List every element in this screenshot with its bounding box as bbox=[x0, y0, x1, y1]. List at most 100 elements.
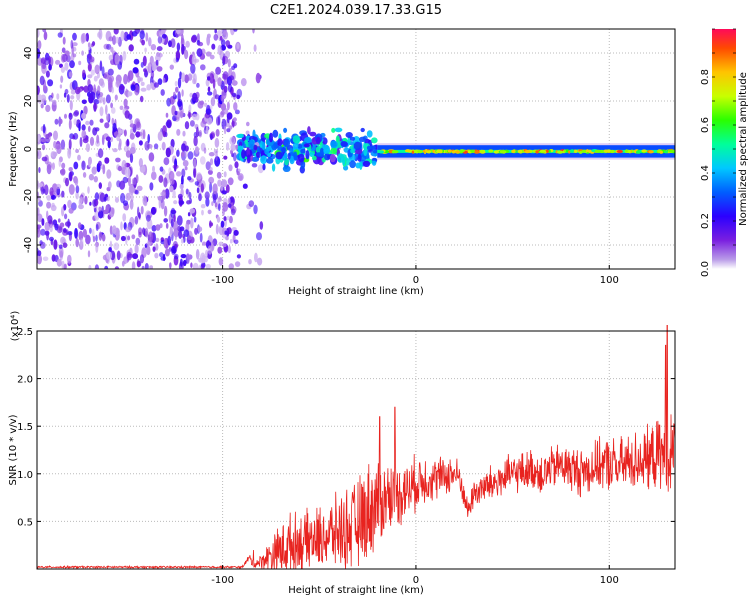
spectrogram-cell bbox=[340, 141, 348, 147]
spectrogram-cell bbox=[111, 117, 115, 126]
spectrogram-cell bbox=[252, 29, 255, 34]
spectrogram-cell bbox=[182, 46, 186, 51]
spectrogram-cell bbox=[163, 177, 168, 188]
spectrogram-cell bbox=[349, 160, 356, 169]
spectrogram-cell bbox=[142, 195, 147, 206]
spectrogram-cell bbox=[182, 130, 186, 137]
spectrogram-cell bbox=[67, 148, 72, 159]
spectrogram-cell bbox=[67, 231, 73, 236]
spectrogram-cell bbox=[48, 64, 52, 71]
snr-x-tick-label: 0 bbox=[413, 575, 419, 586]
spectrogram-cell bbox=[445, 149, 448, 153]
spectrogram-cell bbox=[488, 149, 494, 153]
spectrogram-panel: -100 0 100 -40 -20 0 20 40 Height of straight l… bbox=[8, 28, 676, 297]
spectrogram-cell bbox=[170, 38, 176, 48]
spectrogram-cell bbox=[176, 149, 180, 157]
spectrogram-image bbox=[37, 29, 675, 269]
spectrogram-cell bbox=[648, 150, 654, 154]
spectrogram-cell bbox=[173, 200, 178, 205]
spectrogram-cell bbox=[215, 66, 222, 75]
spectrogram-cell bbox=[282, 165, 291, 172]
spectrogram-cell bbox=[107, 68, 114, 76]
spectrogram-cell bbox=[283, 138, 291, 148]
spectrogram-cell bbox=[181, 72, 186, 83]
spectrogram-cell bbox=[74, 86, 81, 95]
spectrogram-cell bbox=[223, 216, 227, 222]
spectrogram-cell bbox=[37, 85, 40, 95]
spectrogram-cell bbox=[97, 85, 101, 94]
spectrogram-cell bbox=[309, 151, 315, 157]
spectrogram-cell bbox=[292, 142, 299, 149]
spectrogram-cell bbox=[49, 187, 54, 197]
spectrogram-cell bbox=[156, 46, 163, 52]
spectrogram-cell bbox=[227, 177, 234, 186]
spectrogram-cell bbox=[98, 182, 103, 190]
snr-series-line bbox=[37, 325, 675, 569]
spectrogram-cell bbox=[253, 204, 258, 215]
spectrogram-cell bbox=[134, 118, 141, 127]
spectrogram-cell bbox=[170, 218, 174, 228]
spectrogram-cell bbox=[229, 238, 233, 244]
spectrogram-cell bbox=[127, 235, 131, 241]
spectrogram-cell bbox=[227, 58, 231, 68]
spectrogram-cell bbox=[82, 69, 86, 78]
spectrogram-cell bbox=[102, 164, 106, 175]
spectrogram-cell bbox=[266, 146, 271, 152]
spectrogram-cell bbox=[155, 224, 161, 231]
spectrogram-cell bbox=[218, 195, 222, 200]
spectrogram-cell bbox=[129, 199, 134, 210]
snr-y-multiplier-label: (x10⁴) bbox=[10, 311, 21, 342]
spectrogram-cell bbox=[122, 50, 127, 61]
spectrogram-cell bbox=[119, 180, 126, 190]
spectrogram-cell bbox=[203, 147, 207, 154]
spectrogram-cell bbox=[123, 73, 128, 85]
spectrogram-cell bbox=[163, 157, 170, 166]
spectrogram-cell bbox=[303, 143, 310, 148]
spectrogram-cell bbox=[158, 175, 164, 183]
spectrogram-cell bbox=[546, 149, 549, 153]
spectrogram-cell bbox=[106, 43, 112, 50]
spectrogram-cell bbox=[144, 140, 150, 151]
spectrogram-cell bbox=[59, 118, 63, 124]
spectrogram-cell bbox=[256, 232, 262, 241]
spectrogram-cell bbox=[179, 184, 184, 190]
spectrogram-cell bbox=[135, 237, 141, 246]
spectrogram-cell bbox=[237, 173, 244, 182]
spectrogram-cell bbox=[659, 150, 663, 154]
spectrogram-cell bbox=[153, 143, 159, 150]
spectrogram-cell bbox=[194, 181, 200, 186]
spectrogram-cell bbox=[62, 53, 68, 63]
spectrogram-cell bbox=[92, 235, 96, 243]
spectrogram-cell bbox=[145, 214, 151, 222]
spectrogram-cell bbox=[289, 156, 295, 165]
spectrogram-cell bbox=[223, 85, 228, 93]
spectrogram-cell bbox=[150, 44, 157, 51]
spectrogram-cell bbox=[287, 152, 291, 160]
spectrogram-cell bbox=[225, 40, 231, 48]
spectrogram-cell bbox=[172, 220, 178, 231]
spectrogram-cell bbox=[129, 123, 135, 128]
spectrogram-cell bbox=[438, 150, 443, 154]
spectrogram-cell bbox=[200, 204, 206, 209]
spectrogram-cell bbox=[75, 238, 79, 248]
spectrogram-cell bbox=[248, 259, 252, 265]
spectrogram-cell bbox=[362, 160, 371, 167]
spectrogram-cell bbox=[194, 146, 200, 155]
spectrogram-cell bbox=[125, 88, 128, 98]
spectrogram-cell bbox=[198, 129, 203, 138]
spectrogram-cell bbox=[165, 147, 171, 158]
spectrogram-cell bbox=[74, 227, 78, 239]
spectrogram-cell bbox=[60, 66, 65, 73]
spectrogram-cell bbox=[91, 41, 96, 47]
spectrogram-cell bbox=[83, 105, 88, 115]
spectrogram-cell bbox=[169, 185, 174, 193]
spectrogram-cell bbox=[42, 29, 47, 33]
spectrogram-cell bbox=[126, 91, 133, 97]
spectrogram-cell bbox=[72, 32, 77, 41]
spectrogram-cell bbox=[156, 66, 163, 72]
spectrogram-cell bbox=[81, 129, 87, 139]
spectrogram-cell bbox=[224, 108, 229, 115]
spectrogram-cell bbox=[43, 85, 47, 93]
spectrogram-cell bbox=[99, 106, 104, 117]
spectrogram-cell bbox=[196, 187, 200, 194]
